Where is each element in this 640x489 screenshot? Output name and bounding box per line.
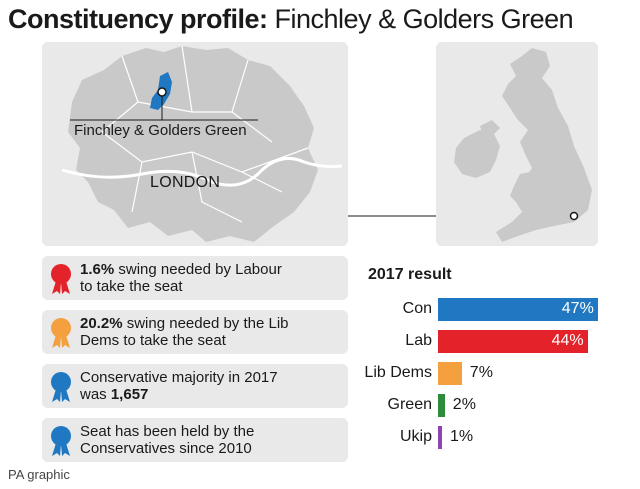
page-title: Constituency profile: Finchley & Golders… — [8, 4, 574, 35]
thames-river — [61, 156, 343, 187]
fact-text-part: Dems to take the seat — [80, 332, 226, 349]
fact-libdem-swing: 20.2% swing needed by the Lib Dems to ta… — [42, 310, 348, 354]
labour-swing-value: 1.6% — [80, 261, 115, 278]
bar-value-lab: 44% — [551, 332, 584, 349]
rosette-red-icon — [51, 264, 71, 294]
bar-label-lib-dems: Lib Dems — [364, 364, 432, 381]
majority-value: 1,657 — [110, 386, 149, 403]
rosette-orange-icon — [51, 318, 71, 348]
fact-labour-swing-text: 1.6% swing needed by Labour to take the … — [80, 261, 282, 295]
bar-label-con: Con — [402, 300, 432, 317]
fact-text-part: to take the seat — [80, 278, 183, 295]
bar-value-con: 47% — [561, 300, 594, 317]
ireland-shape — [454, 130, 500, 178]
fact-libdem-swing-text: 20.2% swing needed by the Lib Dems to ta… — [80, 315, 289, 349]
title-constituency: Finchley & Golders Green — [274, 4, 574, 34]
bar-label-ukip: Ukip — [399, 428, 432, 445]
borough-lines — [101, 45, 309, 223]
chart-title: 2017 result — [368, 266, 452, 283]
bar-lib-dems — [438, 362, 462, 385]
bar-value-lib-dems: 7% — [469, 364, 493, 381]
fact-text-part: Conservative majority in 2017 — [80, 369, 278, 386]
constituency-label: Finchley & Golders Green — [74, 122, 247, 139]
fact-majority-text: Conservative majority in 2017 was 1,657 — [80, 369, 278, 403]
london-marker — [569, 211, 579, 221]
bar-label-lab: Lab — [405, 332, 432, 349]
constituency-marker — [157, 87, 167, 97]
fact-text-part: was — [80, 386, 111, 403]
bar-value-ukip: 1% — [450, 428, 474, 445]
bar-green — [438, 394, 445, 417]
uk-map — [454, 48, 592, 242]
bar-value-green: 2% — [452, 396, 476, 413]
fact-held-since-text: Seat has been held by the Conservatives … — [80, 423, 254, 457]
wales-shape — [510, 172, 534, 204]
northern-ireland-shape — [480, 120, 500, 134]
city-label: LONDON — [150, 174, 221, 191]
rosette-blue-icon — [51, 372, 71, 402]
credit: PA graphic — [8, 467, 70, 482]
london-boroughs-shape — [68, 46, 318, 242]
london-map-panel — [42, 42, 348, 246]
rosette-blue-icon — [51, 426, 71, 456]
libdem-swing-value: 20.2% — [80, 315, 123, 332]
bar-con — [438, 298, 598, 321]
fact-labour-swing: 1.6% swing needed by Labour to take the … — [42, 256, 348, 300]
fact-majority: Conservative majority in 2017 was 1,657 — [42, 364, 348, 408]
uk-map-panel — [436, 42, 598, 246]
fact-text-part: swing needed by Labour — [114, 261, 282, 278]
great-britain-shape — [496, 48, 592, 242]
bar-label-green: Green — [387, 396, 432, 413]
fact-text-part: Seat has been held by the — [80, 423, 255, 440]
fact-text-part: Conservatives since 2010 — [80, 440, 252, 457]
london-map — [61, 45, 343, 242]
bar-lab — [438, 330, 588, 353]
fact-held-since: Seat has been held by the Conservatives … — [42, 418, 348, 462]
fact-text-part: swing needed by the Lib — [122, 315, 289, 332]
bar-ukip — [438, 426, 442, 449]
title-bold: Constituency profile: — [8, 4, 268, 34]
